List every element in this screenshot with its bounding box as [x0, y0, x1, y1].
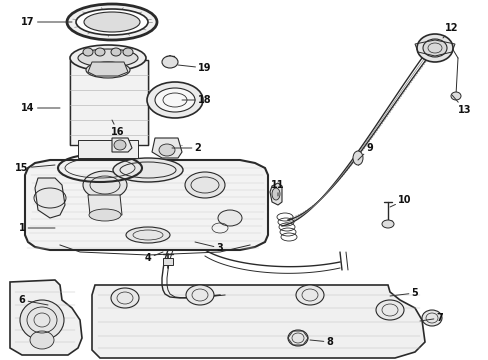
Text: 6: 6 [19, 295, 48, 305]
Ellipse shape [123, 48, 133, 56]
Polygon shape [269, 183, 282, 205]
Polygon shape [92, 285, 424, 358]
Text: 11: 11 [271, 180, 284, 196]
Polygon shape [163, 258, 173, 265]
Ellipse shape [287, 330, 307, 346]
Polygon shape [152, 138, 182, 158]
Ellipse shape [89, 209, 121, 221]
Text: 5: 5 [389, 288, 418, 298]
Ellipse shape [184, 172, 224, 198]
Polygon shape [35, 178, 65, 218]
Text: 18: 18 [182, 95, 211, 105]
Text: 3: 3 [195, 242, 223, 253]
Ellipse shape [162, 56, 178, 68]
Ellipse shape [111, 288, 139, 308]
Ellipse shape [271, 188, 280, 200]
Ellipse shape [295, 285, 324, 305]
Ellipse shape [83, 48, 93, 56]
Ellipse shape [155, 88, 195, 112]
Ellipse shape [185, 285, 214, 305]
Text: 15: 15 [15, 163, 55, 173]
Polygon shape [70, 60, 148, 145]
Ellipse shape [95, 48, 105, 56]
Ellipse shape [78, 49, 138, 67]
Ellipse shape [83, 171, 127, 199]
Ellipse shape [70, 45, 146, 71]
Text: 4: 4 [144, 252, 163, 263]
Ellipse shape [86, 62, 130, 78]
Text: 14: 14 [21, 103, 60, 113]
Text: 9: 9 [357, 143, 373, 160]
Text: 13: 13 [451, 95, 471, 115]
Polygon shape [10, 280, 82, 355]
Ellipse shape [126, 227, 170, 243]
Ellipse shape [421, 310, 441, 326]
Text: 8: 8 [309, 337, 333, 347]
Text: 12: 12 [442, 23, 458, 38]
Text: 17: 17 [21, 17, 72, 27]
Ellipse shape [352, 151, 362, 165]
Ellipse shape [114, 140, 126, 150]
Text: 16: 16 [111, 120, 124, 137]
Polygon shape [112, 138, 132, 152]
Polygon shape [88, 195, 122, 215]
Ellipse shape [450, 92, 460, 100]
Ellipse shape [147, 82, 203, 118]
Ellipse shape [159, 144, 175, 156]
Ellipse shape [84, 12, 140, 32]
Text: 7: 7 [419, 313, 443, 323]
Ellipse shape [113, 158, 183, 182]
Ellipse shape [111, 48, 121, 56]
Ellipse shape [76, 9, 148, 35]
Polygon shape [25, 160, 267, 250]
Ellipse shape [375, 300, 403, 320]
Text: 10: 10 [389, 195, 411, 207]
Text: 19: 19 [178, 63, 211, 73]
Ellipse shape [67, 4, 157, 40]
Ellipse shape [381, 220, 393, 228]
Ellipse shape [20, 300, 64, 340]
Polygon shape [88, 62, 128, 76]
Ellipse shape [422, 39, 446, 57]
Text: 1: 1 [19, 223, 55, 233]
Ellipse shape [218, 210, 242, 226]
Polygon shape [78, 140, 138, 158]
Ellipse shape [416, 34, 452, 62]
Ellipse shape [30, 331, 54, 349]
Text: 2: 2 [172, 143, 201, 153]
